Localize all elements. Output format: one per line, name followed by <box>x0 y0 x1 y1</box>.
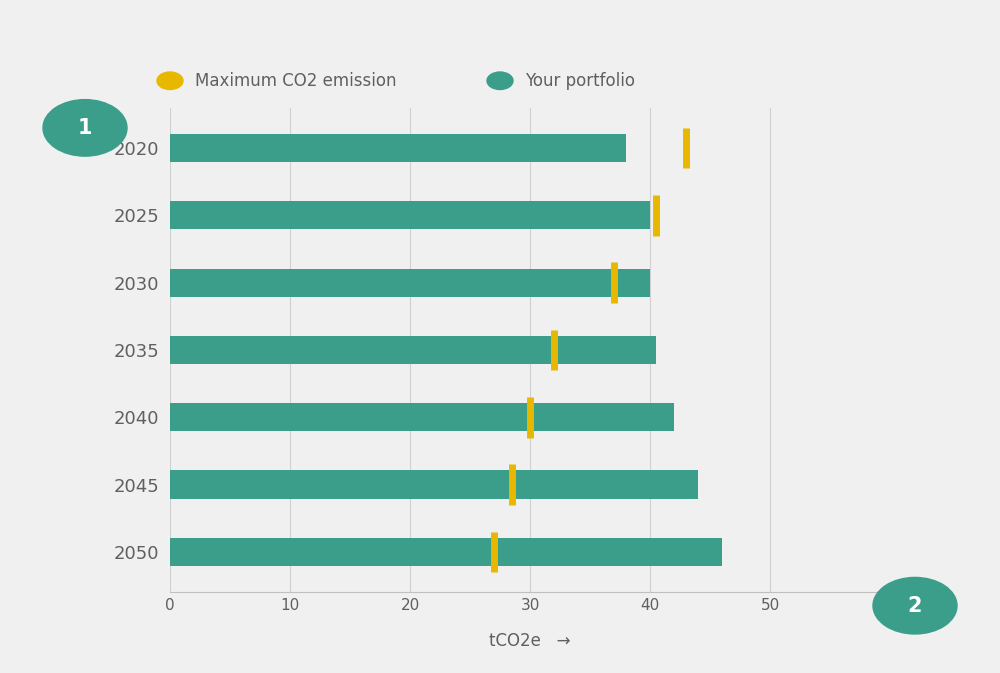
Text: 1: 1 <box>78 118 92 138</box>
Bar <box>170 403 674 431</box>
Bar <box>170 201 650 229</box>
Bar <box>170 538 722 566</box>
Bar <box>170 336 656 364</box>
Text: 2: 2 <box>908 596 922 616</box>
Bar <box>170 470 698 499</box>
Bar <box>170 269 650 297</box>
Text: Your portfolio: Your portfolio <box>525 72 635 90</box>
Text: tCO2e   →: tCO2e → <box>489 632 571 649</box>
Bar <box>170 134 626 162</box>
Text: Maximum CO2 emission: Maximum CO2 emission <box>195 72 396 90</box>
